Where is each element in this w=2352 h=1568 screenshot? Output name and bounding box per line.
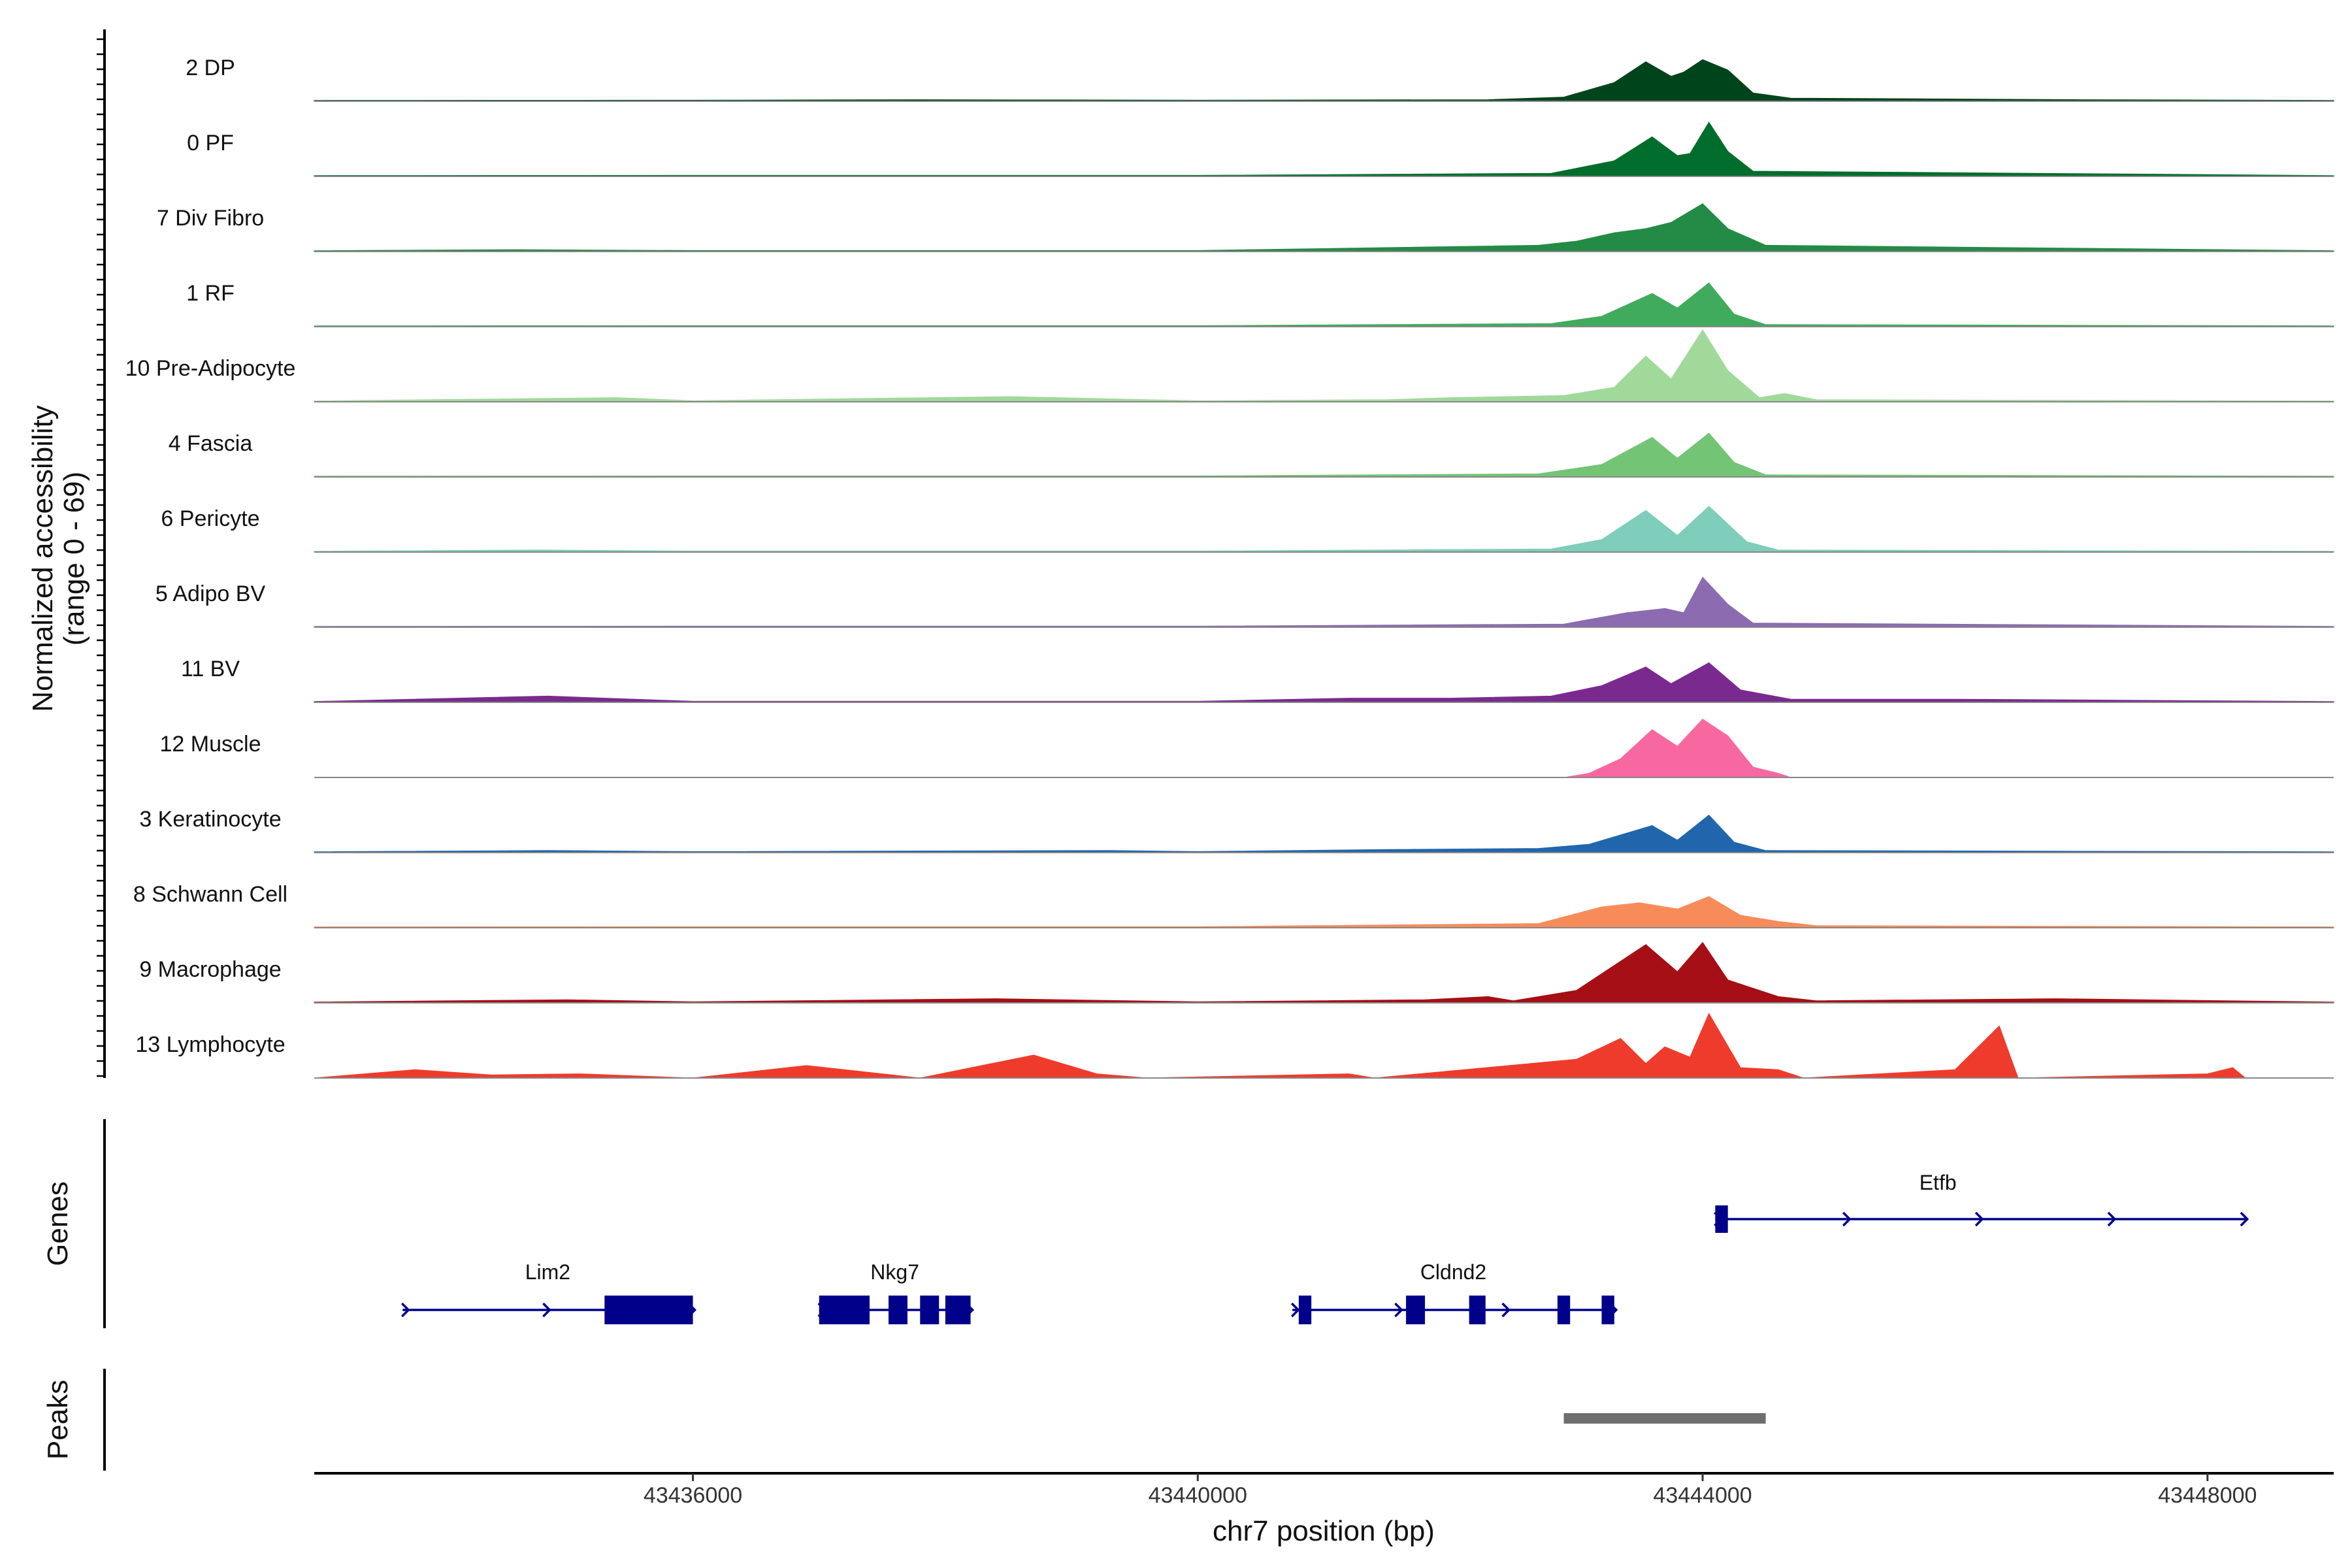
y-axis-title: Normalized accessibility — [27, 405, 59, 711]
track-7-div-fibro — [314, 203, 2334, 252]
coverage-area-12-muscle — [1563, 719, 1791, 778]
track-11-bv — [314, 662, 2334, 703]
strand-arrow — [2107, 1211, 2117, 1227]
exon — [920, 1296, 939, 1324]
strand-arrow — [1974, 1211, 1984, 1227]
track-5-adipo-bv — [314, 576, 2334, 628]
strand-arrow — [400, 1302, 410, 1318]
track-label-1-rf: 1 RF — [186, 281, 235, 306]
track-10-pre-adipocyte — [314, 329, 2334, 402]
gene-cldnd2: Cldnd2 — [1290, 1260, 1618, 1324]
exon — [819, 1296, 870, 1324]
track-labels: 2 DP 0 PF 7 Div Fibro 1 RF 10 Pre-Adipocyte 4… — [125, 56, 296, 1057]
track-label-13-lymphocyte: 13 Lymphocyte — [135, 1032, 285, 1057]
x-tick-label: 43448000 — [2158, 1483, 2257, 1508]
gene-nkg7: Nkg7 — [817, 1260, 975, 1324]
coverage-area-10-pre-adipocyte — [314, 329, 2334, 402]
coverage-area-0-pf — [314, 122, 2334, 177]
track-label-0-pf: 0 PF — [187, 131, 234, 155]
track-9-macrophage — [314, 941, 2334, 1004]
strand-arrow — [1501, 1302, 1511, 1318]
exon — [945, 1296, 971, 1324]
gene-label-nkg7: Nkg7 — [870, 1260, 919, 1284]
track-8-schwann-cell — [314, 896, 2334, 928]
track-label-11-bv: 11 BV — [181, 657, 240, 681]
x-axis-title: chr7 position (bp) — [1213, 1515, 1435, 1547]
y-axis-range: (range 0 - 69) — [58, 472, 90, 646]
peak-bar — [1563, 1413, 1766, 1424]
coverage-area-2-dp — [314, 59, 2334, 102]
track-6-pericyte — [314, 506, 2334, 553]
track-label-4-fascia: 4 Fascia — [169, 431, 253, 456]
track-12-muscle — [314, 719, 2334, 778]
peaks-track-title: Peaks — [42, 1380, 74, 1460]
strand-arrow — [1842, 1211, 1852, 1227]
x-axis-ticks: 43436000 43440000 43444000 43448000 — [644, 1473, 2257, 1508]
x-tick-label: 43444000 — [1653, 1483, 1752, 1508]
strand-arrow — [2240, 1211, 2249, 1227]
track-1-rf — [314, 282, 2334, 327]
track-label-10-pre-adipocyte: 10 Pre-Adipocyte — [125, 356, 296, 381]
track-label-9-macrophage: 9 Macrophage — [139, 957, 281, 982]
exon — [1406, 1296, 1426, 1324]
strand-arrow — [542, 1302, 551, 1318]
exon — [1298, 1296, 1312, 1324]
exon — [1557, 1296, 1571, 1324]
peak-regions — [1563, 1413, 1766, 1424]
x-tick-label: 43440000 — [1149, 1483, 1247, 1508]
strand-arrow — [1290, 1302, 1300, 1318]
track-13-lymphocyte — [314, 1013, 2334, 1079]
track-label-12-muscle: 12 Muscle — [160, 732, 261, 757]
gene-label-lim2: Lim2 — [525, 1260, 570, 1284]
track-0-pf — [314, 122, 2334, 177]
exon — [604, 1296, 693, 1324]
exon — [1469, 1296, 1486, 1324]
strand-arrow — [1394, 1302, 1403, 1318]
track-2-dp — [314, 59, 2334, 102]
coverage-area-1-rf — [314, 282, 2334, 327]
x-tick-label: 43436000 — [644, 1483, 742, 1508]
coverage-area-13-lymphocyte — [314, 1013, 2334, 1079]
gene-label-etfb: Etfb — [1919, 1171, 1957, 1194]
coverage-tracks — [314, 59, 2334, 1079]
coverage-area-9-macrophage — [314, 941, 2334, 1004]
track-label-3-keratinocyte: 3 Keratinocyte — [139, 807, 281, 832]
coverage-area-11-bv — [314, 662, 2334, 703]
coverage-area-4-fascia — [314, 433, 2334, 478]
track-label-5-adipo-bv: 5 Adipo BV — [155, 581, 266, 606]
track-3-keratinocyte — [314, 814, 2334, 853]
track-label-7-div-fibro: 7 Div Fibro — [157, 206, 264, 231]
gene-etfb: Etfb — [1714, 1171, 2249, 1233]
track-label-6-pericyte: 6 Pericyte — [161, 506, 259, 531]
coverage-area-3-keratinocyte — [314, 814, 2334, 853]
gene-annotations: Etfb Lim2 Nkg7 Cldnd2 — [400, 1171, 2249, 1324]
gene-lim2: Lim2 — [400, 1260, 697, 1324]
track-4-fascia — [314, 433, 2334, 478]
exon — [1715, 1205, 1728, 1233]
genes-track-title: Genes — [42, 1181, 74, 1266]
track-label-8-schwann-cell: 8 Schwann Cell — [133, 882, 287, 907]
exon — [889, 1296, 907, 1324]
gene-label-cldnd2: Cldnd2 — [1420, 1260, 1486, 1284]
coverage-area-8-schwann-cell — [314, 896, 2334, 928]
coverage-area-6-pericyte — [314, 506, 2334, 553]
track-label-2-dp: 2 DP — [186, 56, 235, 80]
y-axis — [97, 29, 106, 1078]
coverage-area-7-div-fibro — [314, 203, 2334, 252]
exon — [1601, 1296, 1614, 1324]
coverage-area-5-adipo-bv — [314, 576, 2334, 628]
